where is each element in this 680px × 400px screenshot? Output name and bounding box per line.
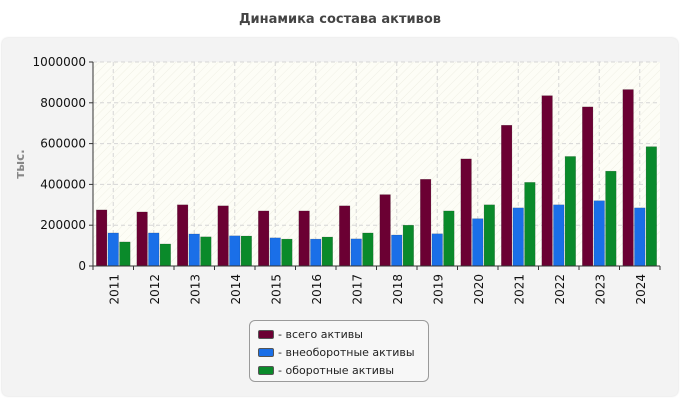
bar xyxy=(298,210,310,267)
bar xyxy=(269,237,281,267)
bar xyxy=(148,232,160,267)
bar xyxy=(460,158,472,267)
x-tick-label: 2012 xyxy=(148,274,162,305)
bar xyxy=(258,210,270,267)
bar xyxy=(524,182,536,267)
bar xyxy=(339,205,351,267)
x-tick-label: 2023 xyxy=(593,274,607,305)
legend-swatch-total-assets xyxy=(258,329,274,339)
chart-title: Динамика состава активов xyxy=(238,12,442,27)
bar xyxy=(200,236,212,267)
x-tick-label: 2020 xyxy=(472,274,486,305)
legend-swatch-noncurrent-assets xyxy=(258,347,274,357)
legend-item-total-assets: - всего активы xyxy=(258,325,428,343)
bar xyxy=(159,243,171,267)
x-tick-label: 2022 xyxy=(553,274,567,305)
bar xyxy=(96,209,108,267)
bar xyxy=(217,205,229,267)
legend-label-noncurrent-assets: - внеоборотные активы xyxy=(278,345,415,359)
bar xyxy=(553,204,565,267)
x-tick-label: 2024 xyxy=(634,274,648,305)
x-tick-label: 2014 xyxy=(229,274,243,305)
bar xyxy=(107,232,119,267)
bar xyxy=(443,210,455,267)
bar xyxy=(605,170,617,267)
legend-swatch-current-assets xyxy=(258,365,274,375)
y-tick-label: 200000 xyxy=(40,218,86,232)
x-tick-label: 2016 xyxy=(310,274,324,305)
y-tick-label: 400000 xyxy=(40,177,86,191)
bar xyxy=(188,233,200,267)
legend-item-current-assets: - оборотные активы xyxy=(258,361,428,379)
bar xyxy=(645,146,657,267)
bar xyxy=(634,207,646,267)
x-tick-label: 2017 xyxy=(350,274,364,305)
bar xyxy=(501,124,513,267)
bar xyxy=(177,204,189,267)
bar xyxy=(420,179,432,267)
x-tick-label: 2011 xyxy=(107,274,121,305)
legend-label-total-assets: - всего активы xyxy=(278,327,363,341)
x-tick-label: 2021 xyxy=(512,274,526,305)
bar xyxy=(229,235,241,267)
bar xyxy=(402,224,414,267)
legend-label-current-assets: - оборотные активы xyxy=(278,363,395,377)
y-tick-label: 800000 xyxy=(40,96,86,110)
x-tick-label: 2015 xyxy=(269,274,283,305)
y-axis-label: тыс. xyxy=(13,149,27,178)
bar xyxy=(483,204,495,267)
x-tick-label: 2018 xyxy=(391,274,405,305)
bar xyxy=(622,89,634,267)
bar xyxy=(379,194,391,267)
x-tick-label: 2019 xyxy=(431,274,445,305)
bar xyxy=(431,233,443,267)
bar xyxy=(240,235,252,267)
x-tick-label: 2013 xyxy=(188,274,202,305)
bar xyxy=(119,241,131,267)
bar xyxy=(582,106,594,267)
bar xyxy=(541,95,553,267)
bar xyxy=(281,238,293,267)
bar xyxy=(512,207,524,267)
chart-legend: - всего активы - внеоборотные активы - о… xyxy=(249,320,429,382)
bar xyxy=(362,232,374,267)
bar xyxy=(593,200,605,267)
bar xyxy=(310,238,322,267)
y-tick-label: 0 xyxy=(78,259,86,273)
y-tick-label: 600000 xyxy=(40,137,86,151)
y-tick-label: 1000000 xyxy=(33,55,86,69)
legend-item-noncurrent-assets: - внеоборотные активы xyxy=(258,343,428,361)
bar xyxy=(472,218,484,267)
bar xyxy=(136,211,148,267)
bar xyxy=(391,234,403,267)
bar xyxy=(350,238,362,267)
bar xyxy=(564,156,576,267)
bar xyxy=(321,236,333,267)
